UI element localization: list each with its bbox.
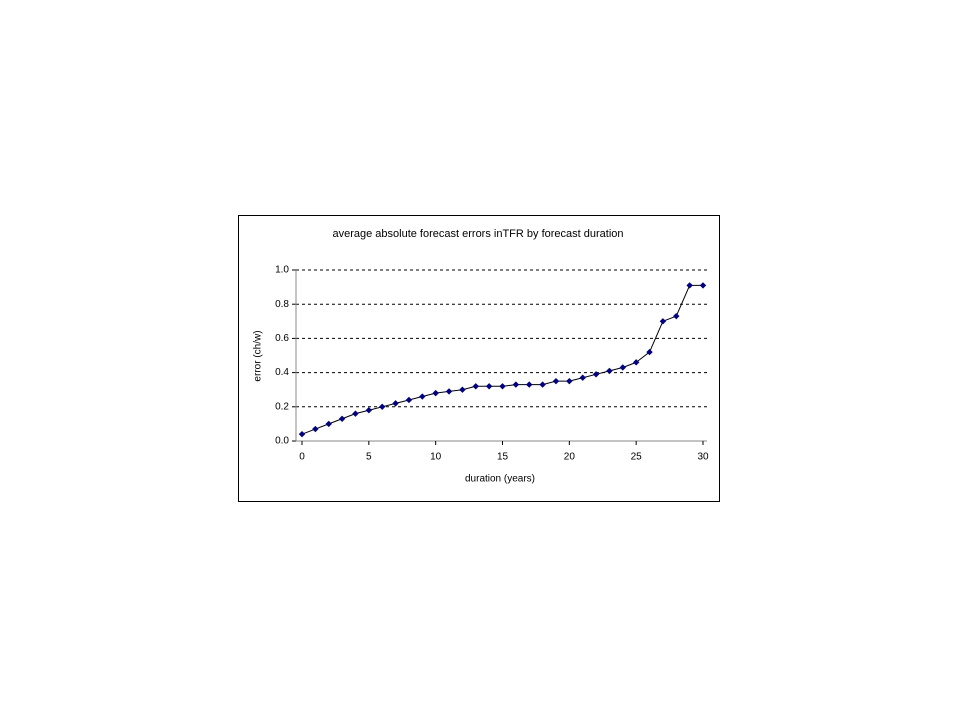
data-point bbox=[512, 381, 520, 388]
data-point bbox=[312, 425, 319, 433]
data-point bbox=[673, 312, 680, 320]
x-tick-label: 15 bbox=[497, 452, 509, 463]
data-point bbox=[632, 359, 640, 366]
x-tick-label: 20 bbox=[564, 452, 576, 463]
y-axis-label: error (ch/w) bbox=[253, 330, 264, 381]
data-point bbox=[419, 393, 426, 400]
data-point bbox=[659, 318, 667, 325]
data-point bbox=[566, 377, 573, 385]
data-point bbox=[298, 430, 306, 438]
y-tick-label: 0.2 bbox=[275, 401, 289, 412]
data-point bbox=[619, 364, 626, 371]
data-point bbox=[485, 383, 493, 390]
data-point bbox=[646, 348, 653, 356]
data-point bbox=[338, 415, 346, 422]
x-tick-label: 25 bbox=[631, 452, 643, 463]
data-point bbox=[472, 383, 479, 390]
data-point bbox=[325, 420, 332, 428]
data-point bbox=[459, 386, 466, 393]
data-point bbox=[365, 407, 373, 414]
y-tick-label: 0.4 bbox=[275, 367, 289, 378]
chart-frame bbox=[238, 215, 720, 502]
y-tick-label: 0.8 bbox=[275, 299, 289, 310]
data-point bbox=[539, 381, 546, 388]
x-tick-label: 5 bbox=[366, 452, 372, 463]
x-tick-label: 0 bbox=[299, 452, 305, 463]
data-point bbox=[552, 377, 560, 385]
data-point bbox=[405, 396, 413, 404]
data-point bbox=[432, 389, 439, 397]
data-point bbox=[445, 388, 453, 395]
data-point bbox=[526, 381, 533, 388]
x-tick-label: 10 bbox=[430, 452, 442, 463]
data-point bbox=[606, 367, 613, 375]
data-point bbox=[579, 374, 586, 381]
y-tick-label: 1.0 bbox=[275, 265, 289, 276]
y-tick-label: 0.0 bbox=[275, 436, 289, 447]
x-tick-label: 30 bbox=[697, 452, 709, 463]
data-point bbox=[699, 282, 707, 289]
data-point bbox=[352, 410, 359, 417]
chart-title: average absolute forecast errors inTFR b… bbox=[332, 228, 623, 240]
data-point bbox=[592, 371, 600, 378]
data-point bbox=[499, 383, 506, 390]
y-tick-label: 0.6 bbox=[275, 333, 289, 344]
data-point bbox=[392, 400, 399, 407]
data-point bbox=[686, 282, 693, 289]
x-axis-label: duration (years) bbox=[465, 474, 535, 485]
data-point bbox=[379, 403, 386, 410]
